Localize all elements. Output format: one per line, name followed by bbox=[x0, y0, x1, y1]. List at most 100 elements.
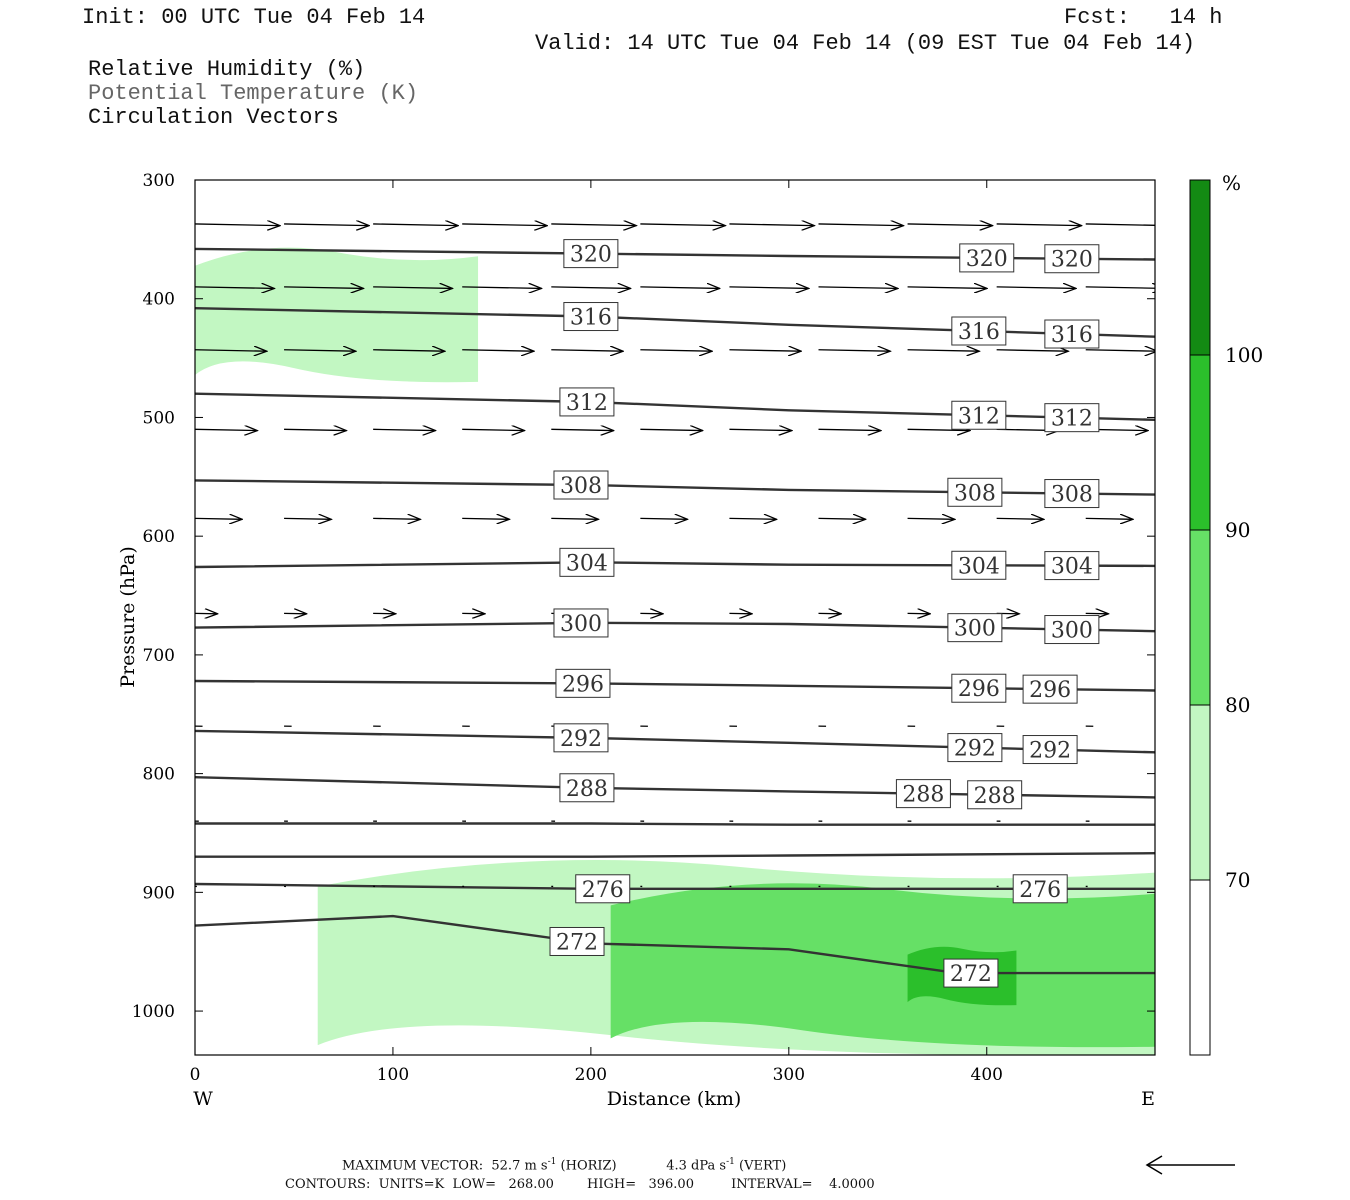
rh-shade-region-2 bbox=[610, 883, 1155, 1048]
contour-label-300-0: 300 bbox=[553, 608, 609, 638]
contour-label-320-2: 320 bbox=[1044, 244, 1100, 274]
reference-vector bbox=[1145, 1155, 1235, 1175]
x-axis-label: Distance (km) bbox=[607, 1088, 742, 1110]
contour-label-272-0: 272 bbox=[549, 926, 605, 956]
wind-vector-2-2 bbox=[373, 350, 445, 351]
x-tick-label: 200 bbox=[575, 1065, 607, 1085]
forecast-value: 14 h bbox=[1169, 5, 1223, 30]
contour-label-296-2: 296 bbox=[1022, 674, 1078, 704]
max-vector-vert-exp: -1 bbox=[726, 1157, 735, 1167]
contour-label-276-0: 276 bbox=[575, 874, 631, 904]
svg-text:320: 320 bbox=[966, 247, 1008, 272]
theta-contour-unlabeled-10 bbox=[195, 852, 1155, 858]
contour-label-276-1: 276 bbox=[1012, 874, 1068, 904]
x-tick-label: 300 bbox=[773, 1065, 805, 1085]
max-vector-vert-tag: (VERT) bbox=[739, 1158, 787, 1174]
max-vector-line: MAXIMUM VECTOR: 52.7 m s-1 (HORIZ) 4.3 d… bbox=[342, 1157, 786, 1173]
wind-vectors bbox=[195, 224, 1155, 888]
contour-label-272-1: 272 bbox=[943, 958, 999, 988]
y-tick-label: 1000 bbox=[132, 1002, 175, 1022]
plot-frame bbox=[194, 179, 1156, 1056]
wind-vector-0-4 bbox=[551, 224, 636, 226]
svg-text:276: 276 bbox=[1019, 878, 1061, 903]
contour-label-296-1: 296 bbox=[951, 673, 1007, 703]
wind-vector-1-10 bbox=[1085, 287, 1155, 289]
svg-text:300: 300 bbox=[1051, 619, 1093, 644]
wind-vector-0-7 bbox=[818, 224, 904, 226]
contour-label-292-0: 292 bbox=[553, 723, 609, 753]
svg-text:316: 316 bbox=[958, 320, 1000, 345]
wind-vector-1-5 bbox=[640, 287, 719, 289]
svg-text:288: 288 bbox=[974, 784, 1016, 809]
contour-label-308-0: 308 bbox=[553, 470, 609, 500]
rh-shading bbox=[195, 247, 1155, 1055]
svg-text:296: 296 bbox=[562, 672, 604, 697]
contour-label-316-1: 316 bbox=[951, 316, 1007, 346]
svg-text:316: 316 bbox=[570, 306, 612, 331]
contour-label-316-0: 316 bbox=[563, 302, 619, 332]
wind-vector-2-8 bbox=[907, 350, 980, 351]
init-time: Init: 00 UTC Tue 04 Feb 14 bbox=[82, 5, 426, 30]
x-tick-label: 100 bbox=[377, 1065, 409, 1085]
colorbar: 70 80 90 100% bbox=[1189, 171, 1263, 1056]
max-vector-label: MAXIMUM VECTOR: bbox=[342, 1158, 484, 1174]
wind-vector-0-6 bbox=[729, 224, 814, 226]
theta-contour-308 bbox=[195, 479, 1155, 496]
max-vector-horiz-tag: (HORIZ) bbox=[560, 1158, 617, 1174]
wind-vector-2-1 bbox=[284, 350, 356, 351]
colorbar-level-label: 70 bbox=[1225, 868, 1250, 892]
contour-label-296-0: 296 bbox=[555, 668, 611, 698]
contour-label-320-0: 320 bbox=[563, 239, 619, 269]
svg-text:288: 288 bbox=[902, 783, 944, 808]
wind-vector-4-9 bbox=[996, 518, 1044, 519]
contour-label-308-1: 308 bbox=[947, 477, 1003, 507]
colorbar-segment-1 bbox=[1189, 704, 1211, 881]
x-tick-label: 0 bbox=[190, 1065, 201, 1085]
theta-contour-276 bbox=[195, 882, 1155, 890]
wind-vector-1-1 bbox=[284, 287, 363, 289]
wind-vector-3-3 bbox=[462, 429, 524, 430]
wind-vector-2-6 bbox=[729, 350, 801, 351]
wind-vector-3-4 bbox=[551, 429, 613, 430]
svg-text:300: 300 bbox=[954, 617, 996, 642]
contour-label-288-2: 288 bbox=[967, 780, 1023, 810]
west-label: W bbox=[193, 1088, 213, 1110]
wind-vector-1-7 bbox=[818, 287, 898, 289]
wind-vector-1-4 bbox=[551, 287, 630, 289]
wind-vector-0-9 bbox=[996, 224, 1082, 226]
field-2-label: Potential Temperature (K) bbox=[88, 81, 419, 106]
theta-contour-296 bbox=[195, 679, 1155, 692]
colorbar-level-label: 90 bbox=[1225, 518, 1250, 542]
contour-label-316-2: 316 bbox=[1044, 319, 1100, 349]
contour-label-308-2: 308 bbox=[1044, 479, 1100, 509]
svg-text:272: 272 bbox=[556, 930, 598, 955]
wind-vector-4-6 bbox=[729, 518, 776, 519]
y-tick-label: 400 bbox=[143, 290, 175, 310]
max-vector-horiz-exp: -1 bbox=[547, 1157, 557, 1167]
wind-vector-4-4 bbox=[551, 518, 598, 519]
contour-label-304-2: 304 bbox=[1044, 551, 1100, 581]
wind-vector-3-6 bbox=[729, 429, 791, 430]
svg-text:312: 312 bbox=[566, 391, 608, 416]
theta-contour-304 bbox=[195, 561, 1155, 569]
contour-labels: 320 320 320 316 316 316 312 312 312 308 308 308 304 3… bbox=[549, 239, 1100, 988]
wind-vector-3-0 bbox=[195, 429, 257, 430]
svg-text:288: 288 bbox=[566, 777, 608, 802]
contour-label-288-1: 288 bbox=[895, 779, 951, 809]
wind-vector-0-8 bbox=[907, 224, 993, 226]
y-axis-label: Pressure (hPa) bbox=[117, 546, 139, 688]
wind-vector-4-2 bbox=[373, 518, 420, 519]
east-label: E bbox=[1141, 1088, 1155, 1110]
contour-label-320-1: 320 bbox=[959, 243, 1015, 273]
wind-vector-0-3 bbox=[462, 224, 547, 226]
svg-text:304: 304 bbox=[1051, 555, 1093, 580]
colorbar-segment-3 bbox=[1189, 354, 1211, 531]
theta-contour-unlabeled-9 bbox=[195, 822, 1155, 826]
contour-label-304-0: 304 bbox=[559, 547, 615, 577]
contour-label-312-1: 312 bbox=[951, 400, 1007, 430]
max-vector-horiz: 52.7 m s bbox=[491, 1158, 548, 1174]
wind-vector-4-3 bbox=[462, 518, 509, 519]
wind-vector-0-0 bbox=[195, 224, 280, 226]
axes: 300 400 500 600 700 800 900 1000 0 100 200 300 400 bbox=[132, 171, 1155, 1085]
